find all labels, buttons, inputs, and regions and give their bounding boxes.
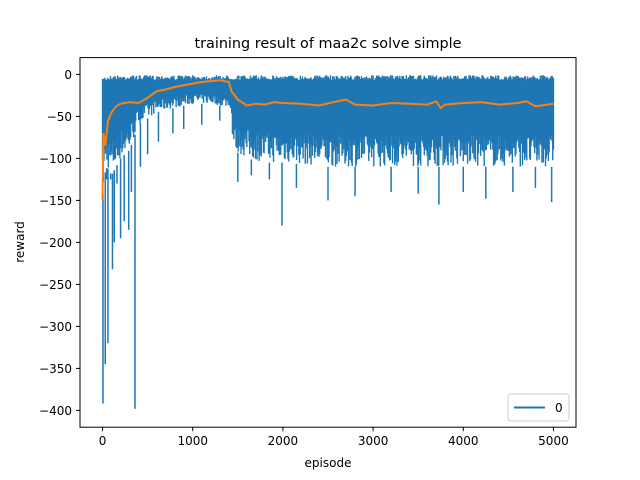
y-tick-label: −200 <box>39 236 72 250</box>
x-tick-label: 0 <box>99 434 107 448</box>
y-axis-label: reward <box>13 221 27 263</box>
y-tick-label: −250 <box>39 278 72 292</box>
legend-label-series-0: 0 <box>555 401 563 415</box>
x-axis-ticks: 0 1000 2000 3000 4000 5000 <box>99 427 569 448</box>
x-tick-label: 2000 <box>268 434 299 448</box>
y-tick-label: −400 <box>39 404 72 418</box>
x-tick-label: 1000 <box>177 434 208 448</box>
y-tick-label: −50 <box>47 110 72 124</box>
y-tick-label: −300 <box>39 320 72 334</box>
x-tick-label: 3000 <box>358 434 389 448</box>
y-axis-ticks: 0 −50 −100 −150 −200 −250 −300 −350 −400 <box>39 68 80 418</box>
plot-area <box>79 57 577 428</box>
y-tick-label: −350 <box>39 362 72 376</box>
x-tick-label: 4000 <box>448 434 479 448</box>
legend: 0 <box>507 393 570 422</box>
series-0-band <box>101 75 555 183</box>
series-0-spikes <box>102 103 553 409</box>
x-tick-label: 5000 <box>538 434 569 448</box>
series-smoothed-line <box>101 79 554 201</box>
chart-title: training result of maa2c solve simple <box>194 36 461 52</box>
x-axis-label: episode <box>305 456 352 470</box>
y-tick-label: −150 <box>39 194 72 208</box>
y-tick-label: −100 <box>39 152 72 166</box>
y-tick-label: 0 <box>64 68 72 82</box>
